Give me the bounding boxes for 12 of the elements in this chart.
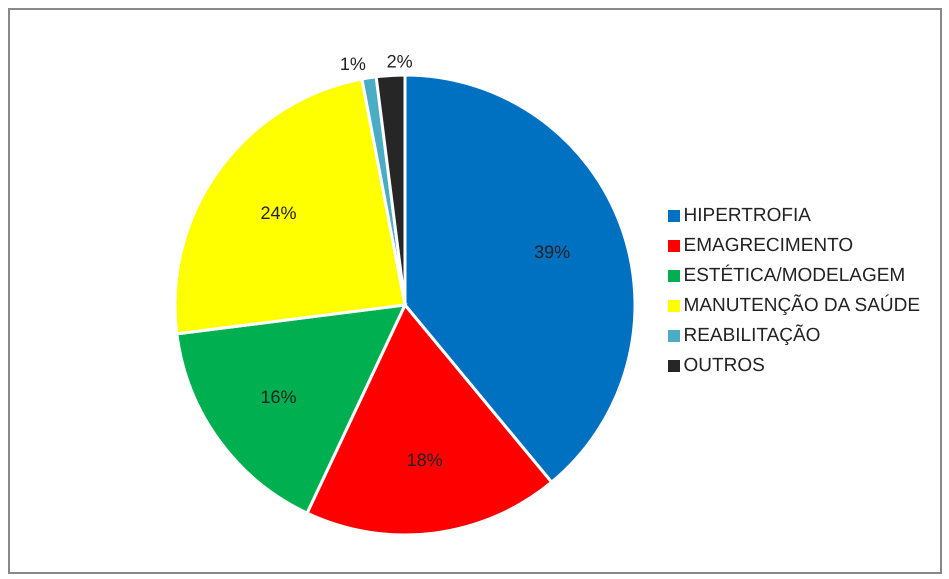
legend-label: OUTROS xyxy=(684,355,765,376)
legend-label: EMAGRECIMENTO xyxy=(684,235,854,256)
legend-label: ESTÉTICA/MODELAGEM xyxy=(684,265,906,286)
data-label: 24% xyxy=(260,203,296,224)
data-label: 39% xyxy=(534,242,570,262)
data-label: 1% xyxy=(340,54,366,74)
legend-label: MANUTENÇÃO DA SAÚDE xyxy=(684,295,920,316)
data-label: 18% xyxy=(406,450,443,470)
data-label: 16% xyxy=(260,386,296,407)
legend-label: HIPERTROFIA xyxy=(684,205,811,226)
data-label: 2% xyxy=(386,51,413,72)
legend-label: REABILITAÇÃO xyxy=(684,325,820,346)
